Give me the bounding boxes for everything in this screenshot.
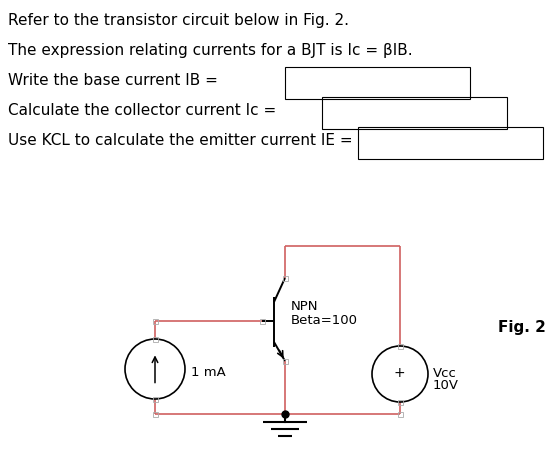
Bar <box>285 68 470 100</box>
Bar <box>153 319 158 324</box>
Bar <box>260 319 265 324</box>
Text: Calculate the collector current Ic =: Calculate the collector current Ic = <box>8 103 276 118</box>
Bar <box>153 412 158 417</box>
Text: Write the base current IB =: Write the base current IB = <box>8 73 218 88</box>
Bar <box>283 359 288 364</box>
Bar <box>153 337 158 342</box>
Text: NPN: NPN <box>291 300 319 313</box>
Bar <box>322 98 507 130</box>
Text: Fig. 2: Fig. 2 <box>498 320 546 335</box>
Bar <box>283 276 288 282</box>
Text: Vcc: Vcc <box>433 366 457 379</box>
Bar <box>153 397 158 402</box>
Bar <box>398 344 403 349</box>
Text: Refer to the transistor circuit below in Fig. 2.: Refer to the transistor circuit below in… <box>8 13 349 28</box>
Bar <box>398 400 403 405</box>
Text: The expression relating currents for a BJT is Ic = βIB.: The expression relating currents for a B… <box>8 43 412 58</box>
Text: 10V: 10V <box>433 378 459 391</box>
Bar <box>358 128 543 160</box>
Text: Use KCL to calculate the emitter current IE =: Use KCL to calculate the emitter current… <box>8 133 353 148</box>
Text: +: + <box>393 365 405 379</box>
Text: Beta=100: Beta=100 <box>291 313 358 326</box>
Text: 1 mA: 1 mA <box>191 366 226 379</box>
Bar <box>398 412 403 417</box>
